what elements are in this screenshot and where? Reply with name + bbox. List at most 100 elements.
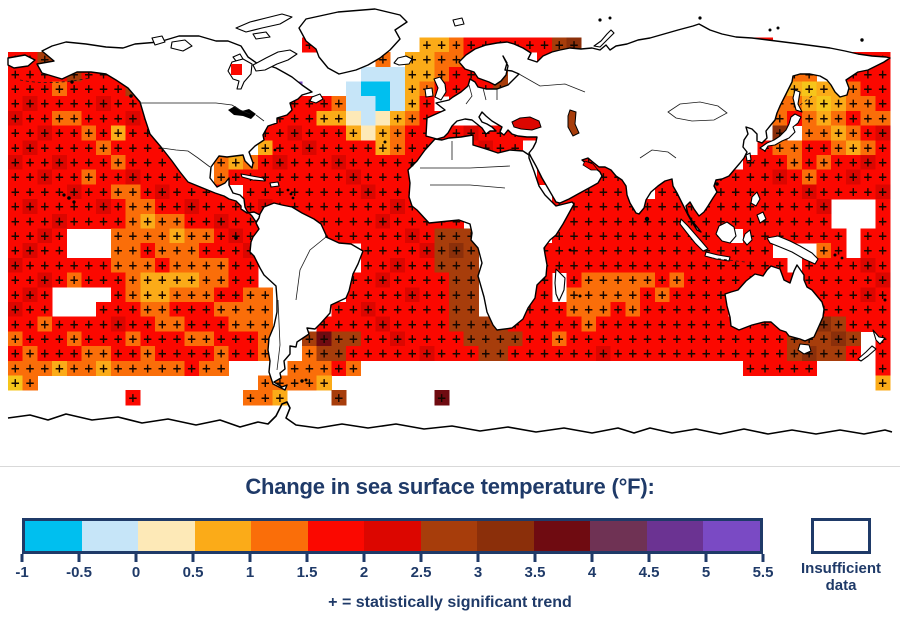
svg-text:+: +	[760, 347, 770, 361]
svg-text:+: +	[334, 391, 344, 405]
svg-text:+: +	[157, 288, 167, 302]
svg-text:+: +	[716, 200, 726, 214]
svg-text:+: +	[598, 332, 608, 346]
legend-segment	[590, 521, 647, 551]
svg-text:+: +	[245, 258, 255, 272]
svg-text:+: +	[260, 126, 270, 140]
svg-text:+: +	[172, 258, 182, 272]
svg-text:+: +	[245, 214, 255, 228]
svg-text:+: +	[539, 303, 549, 317]
svg-text:+: +	[231, 303, 241, 317]
svg-text:+: +	[642, 229, 652, 243]
svg-text:+: +	[25, 126, 35, 140]
svg-text:+: +	[407, 332, 417, 346]
svg-text:+: +	[422, 347, 432, 361]
svg-text:+: +	[863, 67, 873, 81]
svg-text:+: +	[731, 185, 741, 199]
svg-text:+: +	[40, 288, 50, 302]
svg-text:+: +	[584, 244, 594, 258]
svg-text:+: +	[819, 347, 829, 361]
svg-text:+: +	[319, 200, 329, 214]
svg-text:+: +	[407, 214, 417, 228]
svg-text:+: +	[539, 347, 549, 361]
svg-text:+: +	[569, 38, 579, 52]
svg-text:+: +	[584, 303, 594, 317]
svg-text:+: +	[157, 332, 167, 346]
svg-text:+: +	[833, 303, 843, 317]
svg-text:+: +	[40, 200, 50, 214]
svg-text:+: +	[54, 317, 64, 331]
svg-text:+: +	[437, 53, 447, 67]
svg-text:+: +	[231, 214, 241, 228]
svg-text:+: +	[819, 111, 829, 125]
svg-text:+: +	[569, 317, 579, 331]
svg-text:+: +	[260, 288, 270, 302]
svg-text:+: +	[128, 200, 138, 214]
svg-text:+: +	[878, 303, 888, 317]
svg-text:+: +	[245, 200, 255, 214]
svg-text:+: +	[54, 200, 64, 214]
svg-text:+: +	[378, 288, 388, 302]
legend-tick-label: -1	[15, 564, 29, 581]
svg-text:+: +	[143, 303, 153, 317]
svg-text:+: +	[686, 288, 696, 302]
svg-text:+: +	[54, 332, 64, 346]
legend-segment	[194, 521, 252, 551]
svg-text:+: +	[128, 258, 138, 272]
svg-text:+: +	[628, 214, 638, 228]
svg-text:+: +	[304, 170, 314, 184]
svg-text:+: +	[216, 244, 226, 258]
svg-text:+: +	[878, 156, 888, 170]
svg-text:+: +	[804, 126, 814, 140]
svg-text:+: +	[804, 170, 814, 184]
svg-text:+: +	[275, 156, 285, 170]
svg-text:+: +	[613, 200, 623, 214]
legend-tick-label: 0.5	[182, 564, 204, 581]
svg-text:+: +	[760, 317, 770, 331]
svg-text:+: +	[819, 170, 829, 184]
svg-text:+: +	[304, 200, 314, 214]
svg-text:+: +	[10, 332, 20, 346]
svg-text:+: +	[201, 361, 211, 375]
svg-text:+: +	[775, 258, 785, 272]
svg-text:+: +	[539, 273, 549, 287]
svg-text:+: +	[745, 156, 755, 170]
svg-text:+: +	[598, 244, 608, 258]
svg-text:+: +	[201, 214, 211, 228]
svg-text:+: +	[25, 185, 35, 199]
color-scale: -1 -0.5 0 0.5 1 1.5 2 2.5 3 3.5 4 4.5 5 5.5	[15, 518, 773, 596]
svg-text:+: +	[525, 347, 535, 361]
svg-text:+: +	[437, 347, 447, 361]
svg-text:+: +	[466, 38, 476, 52]
svg-text:+: +	[275, 391, 285, 405]
svg-text:+: +	[393, 141, 403, 155]
legend-tick	[590, 554, 594, 562]
svg-text:+: +	[422, 303, 432, 317]
svg-text:+: +	[451, 82, 461, 96]
svg-text:+: +	[10, 273, 20, 287]
svg-text:+: +	[407, 317, 417, 331]
svg-text:+: +	[98, 126, 108, 140]
svg-text:+: +	[672, 244, 682, 258]
svg-text:+: +	[437, 258, 447, 272]
svg-text:+: +	[25, 82, 35, 96]
svg-text:+: +	[393, 214, 403, 228]
svg-text:+: +	[40, 156, 50, 170]
svg-text:+: +	[393, 347, 403, 361]
svg-text:+: +	[569, 244, 579, 258]
svg-text:+: +	[187, 185, 197, 199]
svg-text:+: +	[334, 332, 344, 346]
legend-tick-label: 5	[701, 564, 711, 581]
svg-text:+: +	[539, 288, 549, 302]
significance-note: + = statistically significant trend	[328, 594, 572, 611]
svg-text:+: +	[584, 185, 594, 199]
svg-text:+: +	[128, 141, 138, 155]
svg-text:+: +	[319, 332, 329, 346]
svg-text:+: +	[613, 214, 623, 228]
svg-text:+: +	[54, 258, 64, 272]
svg-text:+: +	[69, 67, 79, 81]
svg-text:+: +	[584, 347, 594, 361]
svg-text:+: +	[745, 214, 755, 228]
svg-text:+: +	[422, 38, 432, 52]
svg-text:+: +	[539, 332, 549, 346]
